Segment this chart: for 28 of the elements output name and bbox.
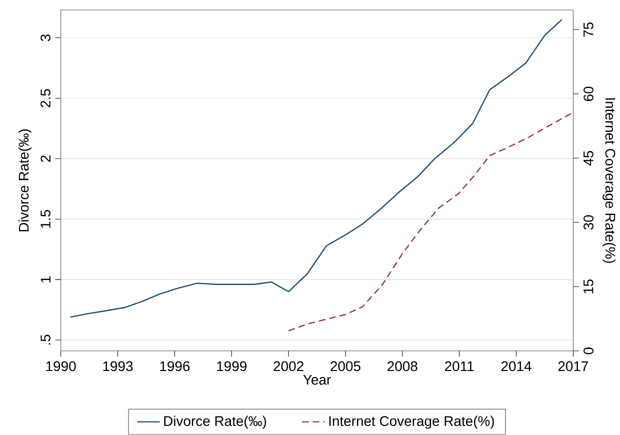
x-tick-label: 2008 bbox=[388, 361, 418, 372]
x-tick-label: 2005 bbox=[330, 361, 360, 372]
y2-tick-label: 45 bbox=[584, 151, 594, 166]
x-tick-label: 1999 bbox=[217, 361, 246, 372]
x-tick-label: 2014 bbox=[501, 361, 532, 372]
x-tick-label: 1993 bbox=[103, 361, 133, 372]
x-axis-title: Year bbox=[303, 375, 331, 385]
y2-tick-label: 15 bbox=[584, 280, 594, 294]
y2-tick-label: 0 bbox=[584, 348, 594, 354]
y2-tick-label: 75 bbox=[584, 22, 594, 37]
y-tick-label: 2.5 bbox=[40, 89, 50, 108]
y-axis-title: Divorce Rate(‰) bbox=[18, 129, 32, 232]
x-tick-label: 2011 bbox=[445, 361, 474, 372]
x-tick-label: 2002 bbox=[274, 361, 304, 372]
y-tick-label: 1.5 bbox=[40, 210, 50, 228]
y-tick-label: .5 bbox=[40, 334, 50, 345]
legend-label: Divorce Rate(‰) bbox=[164, 416, 266, 429]
line-series bbox=[288, 112, 574, 332]
y-tick-label: 1 bbox=[40, 276, 50, 282]
y2-tick-label: 30 bbox=[584, 215, 594, 230]
x-tick-label: 1990 bbox=[46, 361, 76, 372]
x-tick-label: 2017 bbox=[558, 361, 588, 372]
legend-label: Internet Coverage Rate(%) bbox=[329, 416, 494, 429]
x-tick-label: 1996 bbox=[160, 361, 190, 372]
y-tick-label: 3 bbox=[40, 34, 50, 42]
y-tick-label: 2 bbox=[40, 156, 50, 162]
y2-tick-label: 60 bbox=[584, 86, 594, 102]
y2-axis-title: Internet Coverage Rate(%) bbox=[602, 98, 616, 264]
